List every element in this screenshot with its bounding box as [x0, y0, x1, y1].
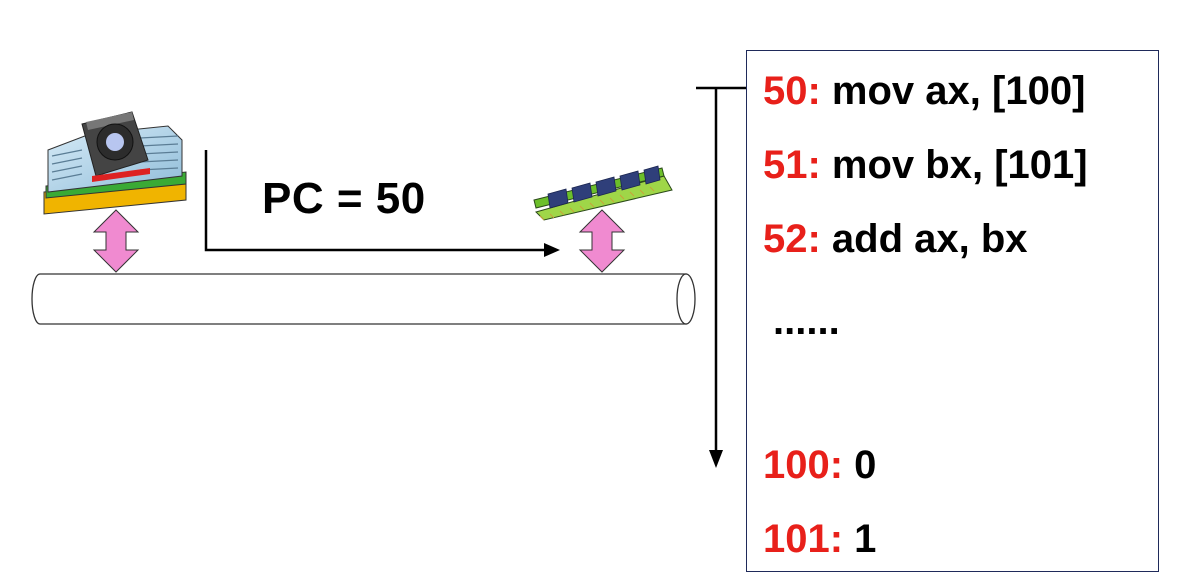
memory-row: 50: mov ax, [100] [763, 71, 1085, 111]
memory-content: add ax, bx [820, 217, 1028, 261]
memory-address: 52: [763, 217, 821, 261]
system-bus [31, 273, 696, 325]
memory-content: mov ax, [100] [820, 69, 1086, 113]
memory-address: 100: [763, 443, 844, 487]
memory-ellipsis: ...... [773, 299, 840, 343]
memory-bus-arrow [578, 209, 626, 273]
memory-row: 52: add ax, bx [763, 219, 1028, 259]
fetch-pointer-arrow [696, 86, 750, 468]
memory-row: 101: 1 [763, 519, 876, 559]
memory-panel: 50: mov ax, [100] 51: mov bx, [101] 52: … [746, 50, 1159, 572]
cpu-chip-icon [43, 111, 187, 215]
memory-content: 0 [843, 443, 877, 487]
memory-content: mov bx, [101] [820, 143, 1088, 187]
program-counter-label: PC = 50 [262, 174, 426, 223]
memory-module-icon [533, 165, 673, 221]
cpu-bus-arrow [92, 209, 140, 273]
memory-address: 101: [763, 517, 844, 561]
memory-address: 51: [763, 143, 821, 187]
memory-address: 50: [763, 69, 821, 113]
memory-row: 100: 0 [763, 445, 876, 485]
memory-row: 51: mov bx, [101] [763, 145, 1088, 185]
pc-address-arrow [204, 150, 560, 257]
memory-content: 1 [843, 517, 877, 561]
